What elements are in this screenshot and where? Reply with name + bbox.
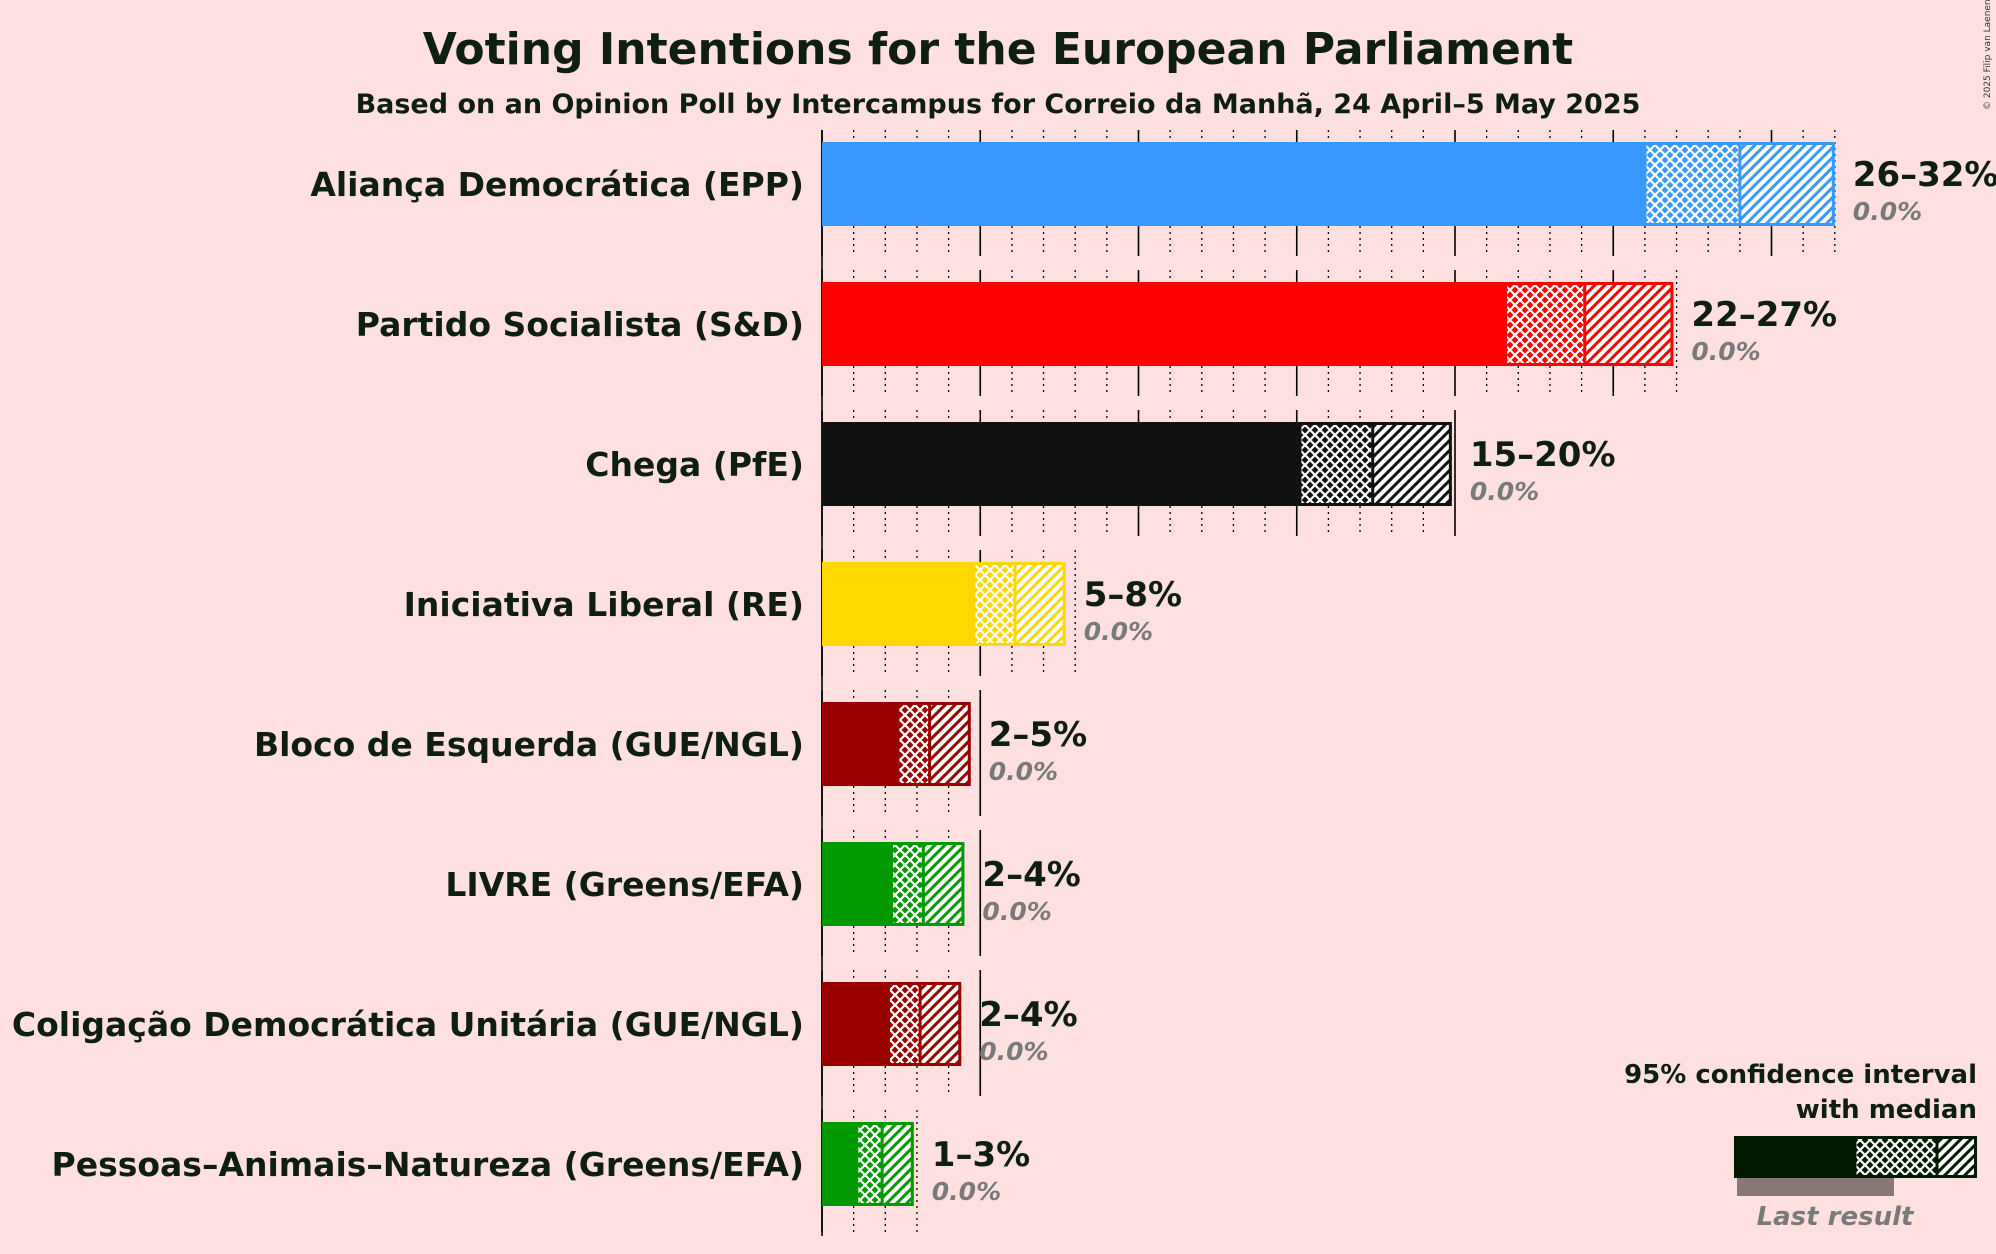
copyright-text: © 2025 Filip van Laenen bbox=[1983, 0, 1993, 110]
bar-solid bbox=[822, 982, 889, 1066]
bar-ci-high bbox=[1015, 562, 1066, 646]
bar-ci-outline bbox=[1504, 282, 1674, 366]
party-row: Chega (PfE) 15–20%0.0% bbox=[585, 422, 1616, 506]
party-row: Aliança Democrática (EPP) 26–32%0.0% bbox=[310, 142, 1996, 226]
party-row: Coligação Democrática Unitária (GUE/NGL)… bbox=[12, 982, 1078, 1066]
bar-ci-low bbox=[856, 1122, 883, 1206]
bar-solid bbox=[822, 1122, 857, 1206]
bar-solid bbox=[822, 842, 892, 926]
bar-solid bbox=[822, 702, 898, 786]
bar-ci-high bbox=[882, 1122, 914, 1206]
legend: 95% confidence interval with median Last… bbox=[1624, 1060, 1977, 1232]
bar-ci-low bbox=[973, 562, 1016, 646]
legend-cross-swatch bbox=[1855, 1136, 1937, 1178]
bar-ci-outline bbox=[855, 1122, 914, 1206]
party-name: Bloco de Esquerda (GUE/NGL) bbox=[254, 725, 804, 764]
last-result-label: 0.0% bbox=[979, 1037, 1048, 1066]
bar-solid bbox=[822, 142, 1645, 226]
bar-ci-low bbox=[888, 982, 921, 1066]
range-label: 15–20% bbox=[1470, 435, 1616, 475]
party-name: Coligação Democrática Unitária (GUE/NGL) bbox=[12, 1005, 804, 1044]
bar-ci-outline bbox=[896, 702, 971, 786]
party-name: Pessoas–Animais–Natureza (Greens/EFA) bbox=[52, 1145, 804, 1184]
last-result-label: 0.0% bbox=[1470, 477, 1539, 506]
range-label: 2–4% bbox=[982, 855, 1080, 895]
party-name: LIVRE (Greens/EFA) bbox=[445, 865, 804, 904]
bar-ci-low bbox=[1644, 142, 1740, 226]
bar-ci-high bbox=[923, 842, 965, 926]
party-name: Chega (PfE) bbox=[585, 445, 804, 484]
range-label: 1–3% bbox=[932, 1135, 1030, 1175]
bar-ci-low bbox=[891, 842, 924, 926]
party-name: Partido Socialista (S&D) bbox=[356, 305, 804, 344]
bar-ci-low bbox=[1299, 422, 1373, 506]
legend-last-swatch bbox=[1737, 1176, 1894, 1196]
range-label: 5–8% bbox=[1084, 575, 1182, 615]
bar-solid bbox=[822, 422, 1300, 506]
legend-last-result-label: Last result bbox=[1757, 1202, 1915, 1232]
bars: Aliança Democrática (EPP) 26–32%0.0%Parti… bbox=[12, 142, 1996, 1206]
bar-ci-outline bbox=[886, 982, 962, 1066]
party-row: Iniciativa Liberal (RE) 5–8%0.0% bbox=[404, 562, 1182, 646]
last-result-label: 0.0% bbox=[989, 757, 1058, 786]
last-result-label: 0.0% bbox=[1084, 617, 1153, 646]
party-row: Pessoas–Animais–Natureza (Greens/EFA) 1–3… bbox=[52, 1122, 1030, 1206]
bar-ci-high bbox=[929, 702, 971, 786]
bar-ci-high bbox=[920, 982, 962, 1066]
range-label: 26–32% bbox=[1853, 155, 1996, 195]
last-result-label: 0.0% bbox=[1853, 197, 1922, 226]
chart-title: Voting Intentions for the European Parli… bbox=[423, 24, 1573, 75]
bar-ci-outline bbox=[972, 562, 1066, 646]
legend-outline bbox=[1853, 1136, 1977, 1178]
last-result-label: 0.0% bbox=[982, 897, 1051, 926]
bar-ci-outline bbox=[890, 842, 965, 926]
bar-ci-high bbox=[1372, 422, 1452, 506]
bar-ci-outline bbox=[1298, 422, 1452, 506]
party-row: Bloco de Esquerda (GUE/NGL) 2–5%0.0% bbox=[254, 702, 1087, 786]
legend-line2: with median bbox=[1796, 1095, 1977, 1125]
bar-solid bbox=[822, 562, 974, 646]
bar-ci-low bbox=[897, 702, 930, 786]
legend-solid-swatch bbox=[1734, 1136, 1855, 1178]
party-name: Aliança Democrática (EPP) bbox=[310, 165, 804, 204]
bar-solid bbox=[822, 282, 1506, 366]
party-name: Iniciativa Liberal (RE) bbox=[404, 585, 804, 624]
chart-subtitle: Based on an Opinion Poll by Intercampus … bbox=[356, 89, 1641, 120]
legend-line1: 95% confidence interval bbox=[1624, 1060, 1977, 1090]
legend-hatch-swatch bbox=[1937, 1136, 1977, 1178]
last-result-label: 0.0% bbox=[1691, 337, 1760, 366]
range-label: 2–4% bbox=[979, 995, 1077, 1035]
bar-ci-high bbox=[1739, 142, 1835, 226]
last-result-label: 0.0% bbox=[932, 1177, 1001, 1206]
bar-ci-low bbox=[1505, 282, 1585, 366]
party-row: Partido Socialista (S&D) 22–27%0.0% bbox=[356, 282, 1837, 366]
bar-ci-high bbox=[1584, 282, 1674, 366]
range-label: 2–5% bbox=[989, 715, 1087, 755]
range-label: 22–27% bbox=[1691, 295, 1837, 335]
party-row: LIVRE (Greens/EFA) 2–4%0.0% bbox=[445, 842, 1081, 926]
